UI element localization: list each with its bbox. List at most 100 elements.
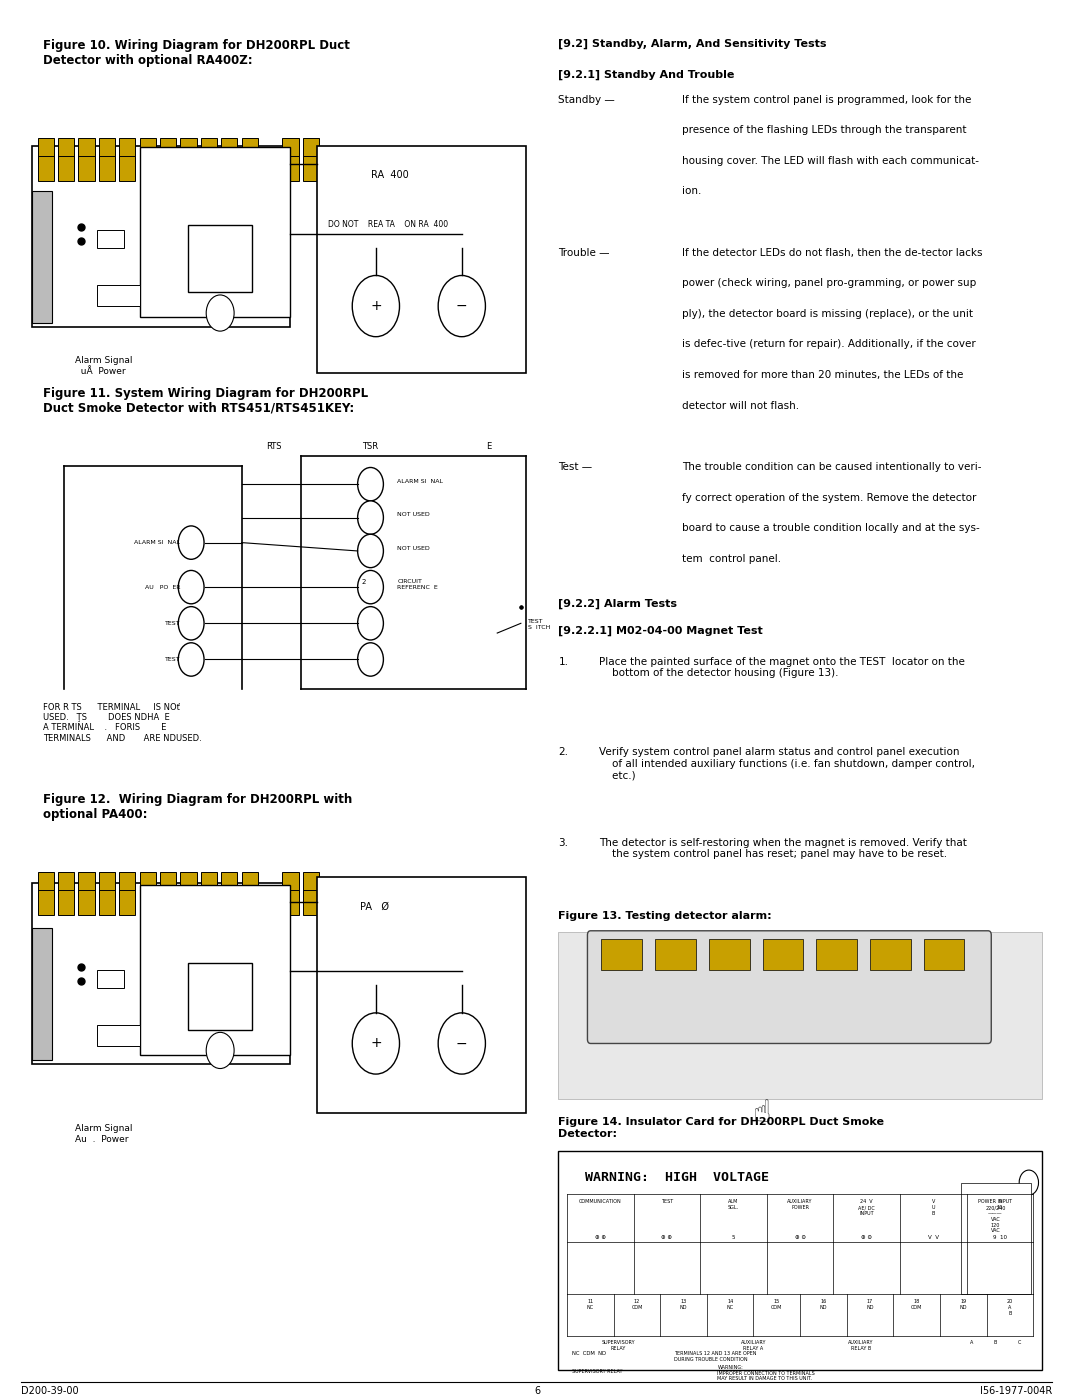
Text: [9.2.2.1] M02-04-00 Magnet Test: [9.2.2.1] M02-04-00 Magnet Test	[558, 626, 764, 637]
Text: C: C	[1017, 1340, 1021, 1345]
Text: ⊕ ⊖: ⊕ ⊖	[795, 1235, 806, 1241]
FancyBboxPatch shape	[58, 138, 75, 163]
Text: If the system control panel is programmed, look for the: If the system control panel is programme…	[681, 95, 971, 105]
FancyBboxPatch shape	[221, 890, 238, 915]
Text: AUXILIARY
RELAY A: AUXILIARY RELAY A	[741, 1340, 766, 1351]
Text: 9  10: 9 10	[993, 1235, 1007, 1241]
FancyBboxPatch shape	[79, 872, 95, 897]
Text: Standby —: Standby —	[558, 95, 616, 105]
Text: 18
COM: 18 COM	[910, 1299, 922, 1310]
FancyBboxPatch shape	[201, 890, 217, 915]
FancyBboxPatch shape	[180, 890, 197, 915]
Text: 1.: 1.	[558, 657, 568, 666]
Text: NOT USED: NOT USED	[397, 546, 430, 550]
Text: 24  V
AE/ DC
INPUT: 24 V AE/ DC INPUT	[859, 1199, 875, 1215]
Text: NOT USED: NOT USED	[397, 513, 430, 517]
Text: 20
A
B: 20 A B	[1007, 1299, 1013, 1316]
Text: Trouble —: Trouble —	[558, 247, 610, 257]
Text: E: E	[486, 443, 491, 451]
FancyBboxPatch shape	[242, 138, 258, 163]
FancyBboxPatch shape	[139, 872, 156, 897]
Text: FOR R TS      TERMINAL     IS NOť
USED.   ŢS        DOES NDHA  E
A TERMINAL    .: FOR R TS TERMINAL IS NOť USED. ŢS DOES N…	[43, 703, 202, 743]
Circle shape	[357, 570, 383, 604]
FancyBboxPatch shape	[180, 156, 197, 180]
Text: 2: 2	[362, 578, 366, 584]
FancyBboxPatch shape	[139, 884, 289, 1055]
Text: AUXILIARY
POWER: AUXILIARY POWER	[787, 1199, 813, 1210]
Text: Figure 13. Testing detector alarm:: Figure 13. Testing detector alarm:	[558, 911, 772, 921]
Text: NC  CDM  ND: NC CDM ND	[572, 1351, 606, 1356]
FancyBboxPatch shape	[58, 872, 75, 897]
FancyBboxPatch shape	[221, 872, 238, 897]
FancyBboxPatch shape	[923, 939, 964, 970]
FancyBboxPatch shape	[32, 928, 52, 1060]
Text: [9.2.1] Standby And Trouble: [9.2.1] Standby And Trouble	[558, 70, 734, 80]
FancyBboxPatch shape	[762, 939, 804, 970]
FancyBboxPatch shape	[119, 138, 135, 163]
Circle shape	[357, 534, 383, 567]
FancyBboxPatch shape	[119, 872, 135, 897]
Text: WARNING:
IMPROPER CONNECTION TO TERMINALS
MAY RESULT IN DAMAGE TO THIS UNIT.: WARNING: IMPROPER CONNECTION TO TERMINAL…	[717, 1365, 815, 1382]
FancyBboxPatch shape	[283, 890, 298, 915]
Text: The detector is self-restoring when the magnet is removed. Verify that
    the s: The detector is self-restoring when the …	[599, 838, 968, 859]
Text: WARNING:  HIGH  VOLTAGE: WARNING: HIGH VOLTAGE	[585, 1172, 769, 1185]
FancyBboxPatch shape	[32, 147, 289, 327]
FancyBboxPatch shape	[96, 285, 139, 306]
FancyBboxPatch shape	[139, 148, 289, 317]
Text: 6: 6	[534, 1386, 540, 1396]
Text: 11
NC: 11 NC	[586, 1299, 594, 1310]
Text: TEST: TEST	[661, 1199, 673, 1204]
FancyBboxPatch shape	[558, 1151, 1042, 1370]
Text: 16
ND: 16 ND	[820, 1299, 827, 1310]
Text: is defec-tive (return for repair). Additionally, if the cover: is defec-tive (return for repair). Addit…	[681, 339, 975, 349]
Circle shape	[178, 525, 204, 559]
Text: 13
ND: 13 ND	[679, 1299, 687, 1310]
Text: ⊕ ⊕: ⊕ ⊕	[661, 1235, 673, 1241]
FancyBboxPatch shape	[38, 156, 54, 180]
Text: tem  control panel.: tem control panel.	[681, 553, 781, 564]
Text: +: +	[370, 299, 381, 313]
Text: CIRCUIT
REFERENC  E: CIRCUIT REFERENC E	[397, 578, 438, 590]
FancyBboxPatch shape	[302, 138, 319, 163]
Text: presence of the flashing LEDs through the transparent: presence of the flashing LEDs through th…	[681, 126, 967, 136]
Text: [9.2] Standby, Alarm, And Sensitivity Tests: [9.2] Standby, Alarm, And Sensitivity Te…	[558, 39, 827, 49]
Text: Verify system control panel alarm status and control panel execution
    of all : Verify system control panel alarm status…	[599, 747, 975, 781]
FancyBboxPatch shape	[98, 156, 114, 180]
FancyBboxPatch shape	[816, 939, 858, 970]
FancyBboxPatch shape	[188, 225, 253, 292]
FancyBboxPatch shape	[32, 883, 289, 1065]
FancyBboxPatch shape	[283, 872, 298, 897]
FancyBboxPatch shape	[656, 939, 696, 970]
Text: Figure 11. System Wiring Diagram for DH200RPL
Duct Smoke Detector with RTS451/RT: Figure 11. System Wiring Diagram for DH2…	[43, 387, 368, 415]
Text: DO NOT    REA TA    ON RA  400: DO NOT REA TA ON RA 400	[327, 219, 448, 229]
Circle shape	[352, 1013, 400, 1074]
FancyBboxPatch shape	[98, 138, 114, 163]
Circle shape	[206, 1032, 234, 1069]
Text: fy correct operation of the system. Remove the detector: fy correct operation of the system. Remo…	[681, 493, 976, 503]
Text: RA  400: RA 400	[370, 170, 408, 180]
Text: 14
NC: 14 NC	[727, 1299, 733, 1310]
FancyBboxPatch shape	[38, 872, 54, 897]
Text: 17
ND: 17 ND	[866, 1299, 874, 1310]
Text: TEST
S  ITCH: TEST S ITCH	[528, 619, 551, 630]
Text: 5: 5	[732, 1235, 735, 1241]
FancyBboxPatch shape	[221, 138, 238, 163]
FancyBboxPatch shape	[201, 156, 217, 180]
Text: −: −	[456, 1037, 468, 1051]
Text: ALARM SI  NAL: ALARM SI NAL	[134, 541, 180, 545]
Text: V  V: V V	[928, 1235, 939, 1241]
Text: Figure 12.  Wiring Diagram for DH200RPL with
optional PA400:: Figure 12. Wiring Diagram for DH200RPL w…	[43, 793, 352, 821]
Text: detector will not flash.: detector will not flash.	[681, 401, 799, 411]
FancyBboxPatch shape	[96, 1025, 139, 1046]
FancyBboxPatch shape	[32, 190, 52, 323]
FancyBboxPatch shape	[139, 156, 156, 180]
Text: −: −	[456, 299, 468, 313]
Circle shape	[178, 643, 204, 676]
FancyBboxPatch shape	[119, 890, 135, 915]
FancyBboxPatch shape	[58, 890, 75, 915]
Text: 2.: 2.	[558, 747, 568, 757]
FancyBboxPatch shape	[221, 156, 238, 180]
Text: B: B	[994, 1340, 997, 1345]
Text: board to cause a trouble condition locally and at the sys-: board to cause a trouble condition local…	[681, 522, 980, 534]
Text: ☝: ☝	[753, 1099, 772, 1129]
